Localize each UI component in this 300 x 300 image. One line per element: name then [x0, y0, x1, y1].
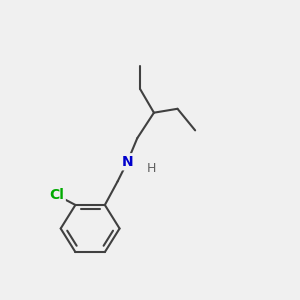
Text: H: H	[146, 162, 156, 175]
Text: N: N	[122, 155, 133, 169]
Text: Cl: Cl	[49, 188, 64, 202]
